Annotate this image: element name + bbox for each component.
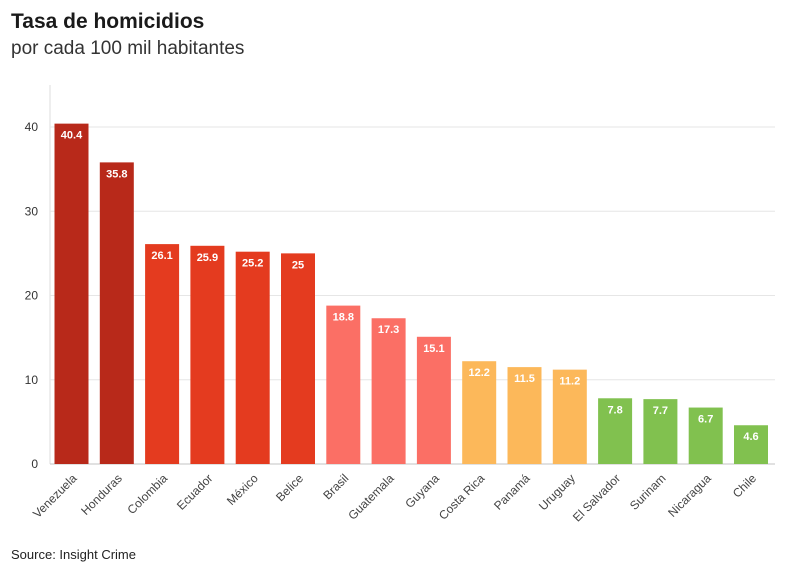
value-label-guyana: 15.1 [423,343,444,355]
value-label-honduras: 35.8 [106,168,127,180]
value-label-el-salvador: 7.8 [607,404,622,416]
x-tick-label-brasil: Brasil [320,471,351,502]
bar-ecuador [190,245,225,464]
x-tick-label-nicaragua: Nicaragua [665,471,714,520]
bar-colombia [145,244,180,464]
bar-belice [281,253,315,464]
x-tick-label-venezuela: Venezuela [30,471,80,521]
y-tick-label-10: 10 [25,373,39,387]
x-tick-label-el-salvador: El Salvador [570,471,623,524]
bar-surinam [643,399,678,464]
value-label-chile: 4.6 [743,431,758,443]
value-label-costa-rica: 12.2 [468,367,489,379]
x-tick-label-panamá: Panamá [491,471,533,513]
y-tick-label-20: 20 [25,289,39,303]
data-labels: 40.4 35.8 26.1 25.9 25.2 25 18.8 17.3 15.1 12.2 11… [61,130,759,444]
x-tick-label-uruguay: Uruguay [536,471,578,513]
value-label-nicaragua: 6.7 [698,414,713,426]
bar-guyana [416,336,451,464]
source-note: Source: Insight Crime [11,547,136,562]
value-label-ecuador: 25.9 [197,252,218,264]
x-tick-label-guyana: Guyana [402,471,442,511]
bars [54,123,768,464]
bar-el-salvador [598,398,633,464]
bar-chile [734,425,768,464]
bar-venezuela [54,123,89,464]
value-label-venezuela: 40.4 [61,130,83,142]
value-label-uruguay: 11.2 [559,376,580,388]
value-label-surinam: 7.7 [653,405,668,417]
chart-subtitle: por cada 100 mil habitantes [11,38,245,59]
y-axis-ticks: 0 10 20 30 40 [25,120,39,471]
bar-nicaragua [688,407,723,464]
x-tick-label-costa-rica: Costa Rica [436,471,488,523]
bar-chart: 0 10 20 30 40 40.4 35.8 26.1 25.9 25.2 25 18.8 17.3… [25,85,775,525]
value-label-méxico: 25.2 [242,258,263,270]
x-tick-label-belice: Belice [273,471,306,504]
x-tick-label-guatemala: Guatemala [345,471,397,523]
value-label-guatemala: 17.3 [378,324,399,336]
value-label-brasil: 18.8 [333,312,354,324]
bar-costa-rica [462,361,497,464]
x-tick-label-honduras: Honduras [78,471,125,518]
chart-title: Tasa de homicidios [11,10,205,33]
value-label-panamá: 11.5 [514,373,535,385]
x-tick-label-surinam: Surinam [627,471,668,512]
value-label-colombia: 26.1 [151,250,172,262]
bar-guatemala [371,318,406,464]
bar-uruguay [552,369,587,464]
y-tick-label-0: 0 [31,457,38,471]
bar-brasil [326,305,361,464]
x-tick-label-méxico: México [224,471,261,508]
bar-honduras [99,162,134,464]
bar-méxico [235,251,270,464]
bar-panamá [507,367,542,464]
y-tick-label-30: 30 [25,204,39,218]
x-tick-label-ecuador: Ecuador [174,471,216,513]
y-tick-label-40: 40 [25,120,39,134]
x-tick-label-colombia: Colombia [124,471,170,517]
value-label-belice: 25 [292,259,304,271]
x-tick-label-chile: Chile [730,471,759,500]
